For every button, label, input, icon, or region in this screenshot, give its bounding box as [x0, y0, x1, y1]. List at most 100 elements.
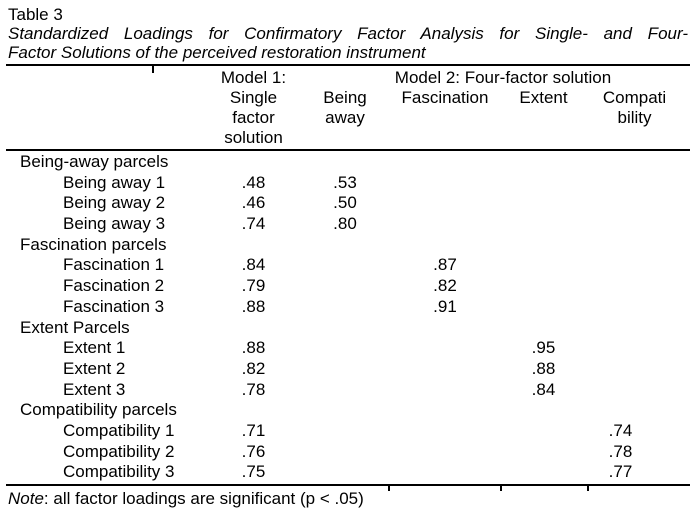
cell-extent — [500, 400, 587, 421]
column-tick — [388, 486, 390, 491]
cell-compatibility — [587, 400, 694, 421]
cell-compatibility — [587, 255, 694, 276]
cell-compatibility — [587, 359, 694, 380]
cell-model1: .75 — [241, 462, 266, 482]
cell-compatibility — [587, 276, 694, 297]
table-caption: Standardized Loadings for Confirmatory F… — [8, 24, 688, 62]
cell-extent — [500, 421, 587, 442]
table-row: Compatibility parcels — [0, 400, 694, 421]
column-tick — [500, 486, 502, 491]
cell-fascination — [390, 421, 500, 442]
cell-model1: .88 — [241, 338, 266, 358]
table-row: Extent 3 .78 .84 — [0, 380, 694, 401]
caption-line-2: Factor Solutions of the perceived restor… — [8, 43, 426, 62]
cell-fascination: .82 — [433, 276, 457, 296]
cell-compatibility — [587, 235, 694, 256]
cell-extent — [500, 214, 587, 235]
row-label: Being away 1 — [63, 172, 166, 192]
row-label: Fascination 1 — [63, 255, 165, 275]
row-label: Compatibility 2 — [63, 441, 175, 461]
cell-fascination: .87 — [433, 255, 457, 275]
table-row: Being away 2 .46 .50 — [0, 193, 694, 214]
cell-fascination — [390, 400, 500, 421]
cell-compatibility — [587, 338, 694, 359]
cell-compatibility — [587, 318, 694, 339]
cell-being-away: .53 — [333, 172, 357, 192]
header-model2: Model 2: Four-factor solution — [394, 68, 612, 87]
cell-model1: .48 — [241, 172, 266, 192]
row-label: Fascination 2 — [63, 276, 165, 296]
cell-model1 — [195, 400, 312, 421]
cell-model1: .76 — [241, 441, 266, 461]
cell-extent — [500, 173, 587, 194]
cell-compatibility: .77 — [608, 462, 633, 482]
cell-being-away: .80 — [333, 214, 357, 234]
cell-fascination: .91 — [433, 296, 457, 316]
cell-extent: .95 — [531, 338, 556, 358]
cell-being-away — [312, 359, 390, 380]
cell-model1 — [195, 152, 312, 173]
cell-model1: .78 — [241, 379, 266, 399]
cell-extent — [500, 318, 587, 339]
cell-compatibility — [587, 152, 694, 173]
cell-extent — [500, 297, 587, 318]
header-single-line3: solution — [224, 128, 283, 147]
cell-being-away — [312, 462, 390, 483]
table-row: Fascination 1 .84 .87 — [0, 255, 694, 276]
header-compat-line1: Compati — [602, 88, 667, 107]
cell-fascination — [390, 380, 500, 401]
row-label: Being away 2 — [63, 193, 166, 213]
note-prefix: Note — [8, 489, 44, 508]
table-header: Model 1: Model 2: Four-factor solution S… — [0, 68, 694, 148]
cell-model1 — [195, 318, 312, 339]
cell-fascination — [390, 462, 500, 483]
cell-extent — [500, 255, 587, 276]
header-compat-line2: bility — [617, 108, 652, 127]
table-row: Being-away parcels — [0, 152, 694, 173]
row-label: Extent Parcels — [20, 317, 130, 337]
note-text: : all factor loadings are significant (p… — [43, 489, 364, 508]
cell-model1: .46 — [241, 193, 266, 213]
table-row: Compatibility 2 .76 .78 — [0, 442, 694, 463]
row-label: Fascination 3 — [63, 296, 165, 316]
table-row: Fascination parcels — [0, 235, 694, 256]
table-number: Table 3 — [8, 5, 63, 24]
cell-compatibility — [587, 297, 694, 318]
cell-model1: .82 — [241, 358, 266, 378]
cell-fascination — [390, 359, 500, 380]
cell-model1: .84 — [241, 255, 266, 275]
cell-being-away — [312, 421, 390, 442]
table-row: Extent Parcels — [0, 318, 694, 339]
table-row: Extent 1 .88 .95 — [0, 338, 694, 359]
header-fascination: Fascination — [401, 88, 489, 107]
cell-compatibility — [587, 173, 694, 194]
bottom-rule — [6, 484, 690, 486]
cell-being-away — [312, 380, 390, 401]
cell-fascination — [390, 214, 500, 235]
header-single-factor: Single factor solution — [195, 88, 312, 148]
cell-extent: .84 — [531, 379, 556, 399]
table-row: Fascination 3 .88 .91 — [0, 297, 694, 318]
caption-line-1: Standardized Loadings for Confirmatory F… — [8, 24, 688, 43]
cell-model1 — [195, 235, 312, 256]
cell-being-away — [312, 235, 390, 256]
row-label: Extent 1 — [63, 338, 126, 358]
row-label: Being away 3 — [63, 214, 166, 234]
cell-being-away — [312, 276, 390, 297]
table-note: Note: all factor loadings are significan… — [8, 489, 364, 508]
table-row: Extent 2 .82 .88 — [0, 359, 694, 380]
cell-model1: .71 — [241, 420, 266, 440]
header-single-line1: Single — [229, 88, 278, 107]
cell-fascination — [390, 442, 500, 463]
table-row: Being away 3 .74 .80 — [0, 214, 694, 235]
column-tick — [152, 66, 154, 73]
row-label: Compatibility 3 — [63, 462, 175, 482]
header-being-line2: away — [325, 108, 365, 127]
header-model1: Model 1: — [220, 68, 287, 87]
cell-model1: .74 — [241, 214, 266, 234]
table-row: Compatibility 1 .71 .74 — [0, 421, 694, 442]
cell-compatibility: .78 — [608, 441, 633, 461]
cell-extent — [500, 442, 587, 463]
row-label: Compatibility parcels — [20, 400, 177, 420]
